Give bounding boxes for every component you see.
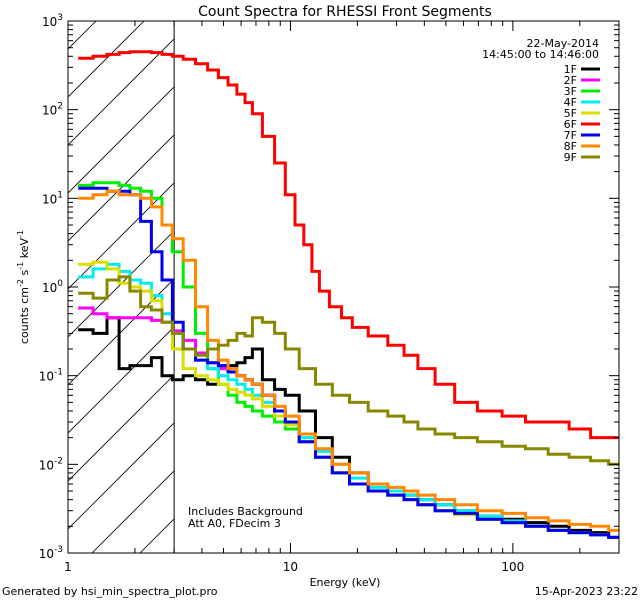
y-axis-label-part: s — [18, 269, 31, 278]
date-label: 22-May-2014 — [527, 37, 599, 50]
hatch-line — [68, 374, 175, 482]
legend-label-6F: 6F — [564, 118, 577, 131]
legend-label-9F: 9F — [564, 151, 577, 164]
generated-by-label: Generated by hsi_min_spectra_plot.pro — [2, 585, 218, 598]
y-tick-label: 103 — [42, 13, 63, 29]
series-layer — [78, 50, 619, 539]
y-tick-label: 101 — [42, 190, 63, 206]
legend-label-1F: 1F — [564, 63, 577, 76]
x-tick-label: 1 — [64, 560, 72, 574]
x-tick-label: 10 — [283, 560, 298, 574]
y-tick-label: 10-2 — [39, 456, 63, 472]
x-tick-label: 100 — [501, 560, 524, 574]
hatch-line — [68, 134, 175, 242]
x-axis-label: Energy (keV) — [310, 576, 381, 589]
y-axis-label-part: keV — [18, 238, 31, 262]
series-8F — [78, 189, 619, 532]
y-tick-labels: 10-3 10-2 10-1 100 101 102 103 — [39, 13, 64, 561]
y-tick-label: 100 — [42, 279, 63, 295]
y-tick-label: 10-3 — [39, 545, 63, 561]
hatch-line — [68, 422, 175, 530]
y-axis-label: counts cm-2 s-1 keV-1 — [16, 230, 31, 344]
legend-label-2F: 2F — [564, 74, 577, 87]
y-axis-label-exponent: -2 — [16, 279, 25, 287]
series-9F — [78, 275, 619, 466]
y-axis-label-part: counts cm — [18, 287, 31, 344]
legend-label-7F: 7F — [564, 129, 577, 142]
y-axis-label-exponent: -1 — [16, 262, 25, 270]
hatched-region — [68, 21, 175, 553]
legend-label-5F: 5F — [564, 107, 577, 120]
hatch-lines — [68, 21, 175, 553]
hatch-line — [68, 182, 175, 290]
time-range-label: 14:45:00 to 14:46:00 — [482, 48, 599, 61]
y-tick-label: 10-1 — [39, 368, 63, 384]
legend-label-8F: 8F — [564, 140, 577, 153]
legend-label-3F: 3F — [564, 85, 577, 98]
y-tick-label: 102 — [42, 102, 63, 118]
x-tick-labels: 1 10 100 — [64, 560, 524, 574]
series-6F — [78, 50, 619, 440]
annotation-background: Includes Background — [188, 505, 303, 518]
annotation-attenuator: Att A0, FDecim 3 — [188, 517, 281, 530]
legend-label-4F: 4F — [564, 96, 577, 109]
y-axis-label-exponent: -1 — [16, 230, 25, 238]
axis-ticks — [67, 21, 620, 554]
timestamp-label: 15-Apr-2023 23:22 — [535, 585, 638, 598]
chart-title: Count Spectra for RHESSI Front Segments — [198, 4, 492, 20]
